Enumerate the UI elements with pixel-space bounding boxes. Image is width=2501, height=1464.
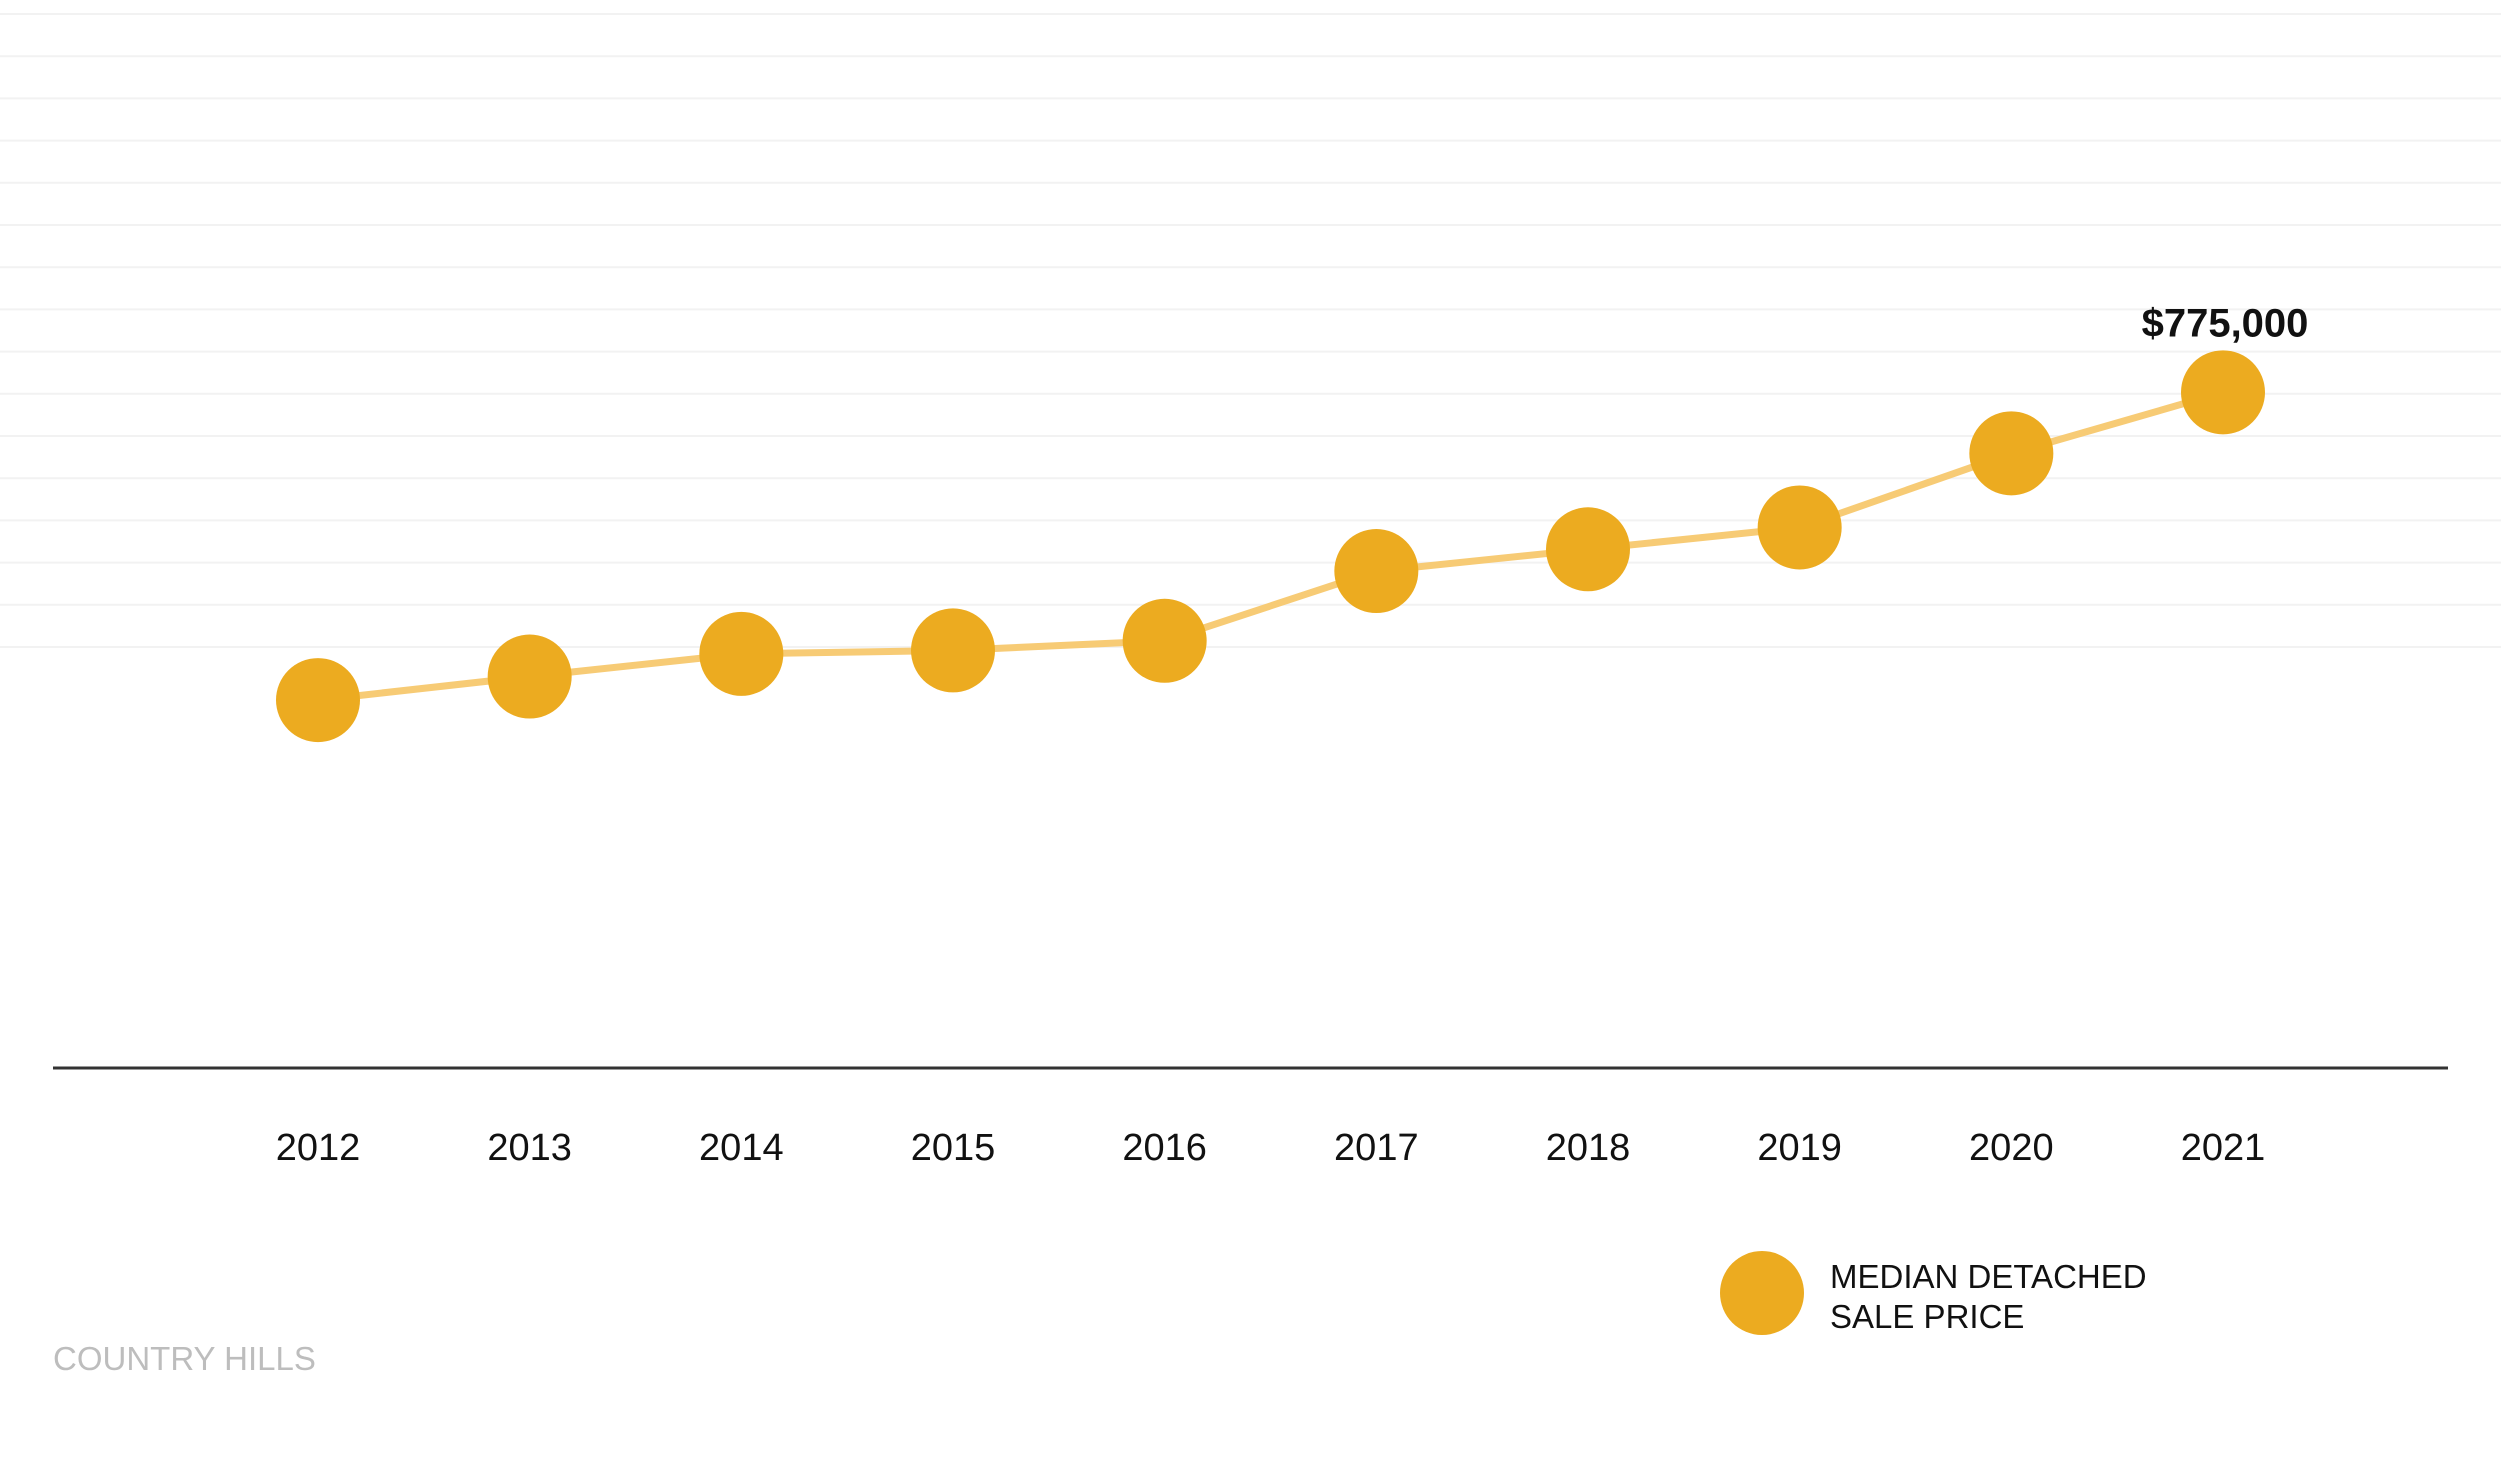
data-label: $775,000 <box>2142 301 2309 345</box>
x-tick-label: 2017 <box>1334 1127 1419 1169</box>
footer-label: COUNTRY HILLS <box>53 1340 316 1377</box>
x-tick-label: 2018 <box>1546 1127 1631 1169</box>
legend: MEDIAN DETACHED SALE PRICE <box>1720 1251 2147 1335</box>
x-tick-label: 2021 <box>2181 1127 2266 1169</box>
series-line <box>317 388 2224 704</box>
legend-label-line-1: MEDIAN DETACHED <box>1830 1258 2147 1295</box>
data-point-2017 <box>1334 529 1419 614</box>
data-point-2018 <box>1546 507 1630 592</box>
x-tick-label: 2013 <box>487 1127 572 1169</box>
legend-marker-icon <box>1720 1251 1804 1335</box>
data-point-2019 <box>1757 485 1842 570</box>
data-point-2020 <box>1969 411 2054 496</box>
legend-label-line-2: SALE PRICE <box>1830 1298 2024 1335</box>
x-tick-labels: 2012 2013 2014 2015 2016 2017 2018 2019 2020 2021 <box>276 1127 2266 1169</box>
x-tick-label: 2019 <box>1757 1127 1842 1169</box>
annotations: $775,000 <box>2142 301 2309 345</box>
x-tick-label: 2015 <box>911 1127 996 1169</box>
x-tick-label: 2020 <box>1969 1127 2054 1169</box>
x-tick-label: 2016 <box>1122 1127 1207 1169</box>
data-point-2013 <box>487 634 572 719</box>
data-point-2021 <box>2181 350 2265 435</box>
data-point-2016 <box>1122 598 1207 683</box>
data-point-2014 <box>699 611 784 696</box>
data-points <box>276 350 2265 743</box>
x-tick-label: 2014 <box>699 1127 784 1169</box>
data-point-2015 <box>911 608 995 693</box>
x-tick-label: 2012 <box>276 1127 361 1169</box>
data-point-2012 <box>276 658 360 743</box>
gridlines <box>0 13 2501 648</box>
